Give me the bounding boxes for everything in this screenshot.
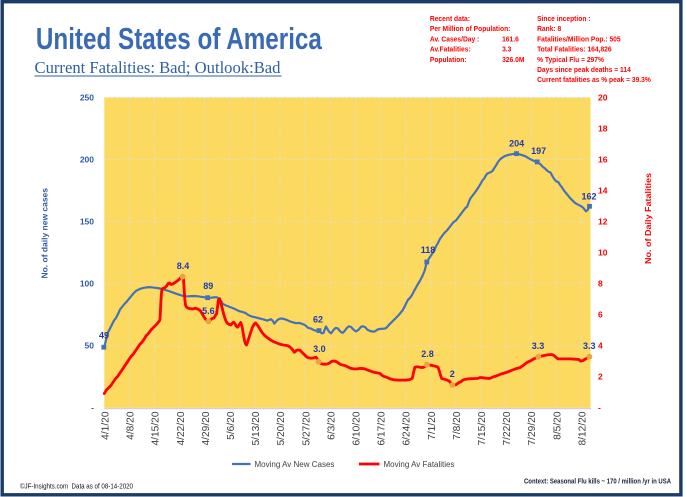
svg-text:4/22/20: 4/22/20 (176, 411, 187, 445)
svg-text:50: 50 (85, 341, 95, 351)
svg-text:2: 2 (598, 372, 603, 382)
svg-text:20: 20 (598, 92, 608, 102)
svg-text:Population:: Population: (430, 55, 467, 64)
svg-text:% Typical Flu = 297%: % Typical Flu = 297% (537, 55, 604, 64)
svg-text:89: 89 (203, 281, 213, 291)
svg-text:200: 200 (80, 155, 94, 165)
svg-text:Recent data:: Recent data: (430, 14, 470, 23)
svg-text:5.6: 5.6 (202, 306, 215, 316)
svg-text:8.4: 8.4 (177, 261, 190, 271)
svg-text:No. of daily new cases: No. of daily new cases (40, 188, 50, 279)
svg-text:6/3/20: 6/3/20 (326, 411, 337, 440)
svg-text:2.8: 2.8 (421, 349, 434, 359)
svg-text:Since inception :: Since inception : (537, 14, 590, 23)
svg-text:118: 118 (421, 245, 436, 255)
svg-text:7/29/20: 7/29/20 (527, 411, 538, 445)
svg-text:326.0M: 326.0M (502, 55, 524, 64)
svg-text:161.6: 161.6 (502, 34, 519, 43)
svg-text:6: 6 (598, 310, 603, 320)
svg-text:Fatalities/Million Pop.: 505: Fatalities/Million Pop.: 505 (537, 34, 621, 43)
svg-text:6/17/20: 6/17/20 (377, 411, 388, 445)
svg-text:3.3: 3.3 (532, 341, 545, 351)
svg-text:No. of Daily Fatalities: No. of Daily Fatalities (643, 173, 653, 264)
svg-text:8/12/20: 8/12/20 (577, 411, 588, 445)
svg-text:4/1/20: 4/1/20 (101, 411, 112, 440)
svg-text:4/15/20: 4/15/20 (151, 411, 162, 445)
svg-text:62: 62 (313, 315, 323, 325)
svg-text:Days since peak deaths = 114: Days since peak deaths = 114 (537, 65, 631, 74)
svg-text:18: 18 (598, 123, 608, 133)
svg-text:7/22/20: 7/22/20 (502, 411, 513, 445)
svg-text:16: 16 (598, 155, 608, 165)
svg-text:©JF-Insights.com Data as of 0: ©JF-Insights.com Data as of 08-14-2020 (20, 482, 133, 491)
svg-text:5/20/20: 5/20/20 (276, 411, 287, 445)
svg-text:7/8/20: 7/8/20 (452, 411, 463, 440)
svg-text:4/29/20: 4/29/20 (201, 411, 212, 445)
svg-text:7/15/20: 7/15/20 (477, 411, 488, 445)
svg-text:United States of America: United States of America (36, 21, 323, 56)
svg-text:Total Fatalities: 164,826: Total Fatalities: 164,826 (537, 45, 612, 54)
svg-text:4/8/20: 4/8/20 (126, 411, 137, 440)
svg-text:Current fatalities as % peak =: Current fatalities as % peak = 39.3% (537, 75, 651, 84)
svg-text:204: 204 (509, 139, 524, 149)
svg-text:Per Million of Population:: Per Million of Population: (430, 24, 511, 33)
svg-text:4: 4 (598, 341, 603, 351)
svg-text:7/1/20: 7/1/20 (427, 411, 438, 440)
svg-text:Current Fatalities: Bad; Outlo: Current Fatalities: Bad; Outlook:Bad (35, 58, 281, 77)
svg-text:100: 100 (80, 279, 94, 289)
svg-text:6/24/20: 6/24/20 (402, 411, 413, 445)
svg-text:8/5/20: 8/5/20 (552, 411, 563, 440)
svg-text:-: - (598, 403, 601, 413)
svg-text:3.3: 3.3 (583, 341, 596, 351)
svg-text:2: 2 (450, 369, 455, 379)
svg-text:Av.Fatalities:: Av.Fatalities: (430, 45, 471, 54)
svg-text:5/13/20: 5/13/20 (251, 411, 262, 445)
svg-text:6/10/20: 6/10/20 (352, 411, 363, 445)
svg-text:5/6/20: 5/6/20 (226, 411, 237, 440)
svg-text:3.0: 3.0 (313, 344, 326, 354)
svg-text:Moving Av New Cases: Moving Av New Cases (255, 460, 335, 469)
svg-text:5/27/20: 5/27/20 (301, 411, 312, 445)
svg-text:12: 12 (598, 217, 608, 227)
svg-text:197: 197 (531, 146, 546, 156)
svg-text:Av. Cases/Day :: Av. Cases/Day : (430, 34, 479, 43)
svg-text:10: 10 (598, 248, 608, 258)
svg-text:150: 150 (80, 217, 94, 227)
svg-text:3.3: 3.3 (502, 45, 511, 54)
svg-text:Context: Seasonal Flu kills ~: Context: Seasonal Flu kills ~ 170 / mill… (524, 477, 671, 486)
svg-text:-: - (91, 403, 94, 413)
svg-text:162: 162 (581, 192, 596, 202)
svg-text:Moving Av Fatalities: Moving Av Fatalities (384, 460, 455, 469)
svg-text:49: 49 (99, 331, 109, 341)
svg-text:14: 14 (598, 186, 608, 196)
svg-text:8: 8 (598, 279, 603, 289)
svg-text:250: 250 (80, 92, 94, 102)
svg-text:Rank: 8: Rank: 8 (537, 24, 561, 33)
